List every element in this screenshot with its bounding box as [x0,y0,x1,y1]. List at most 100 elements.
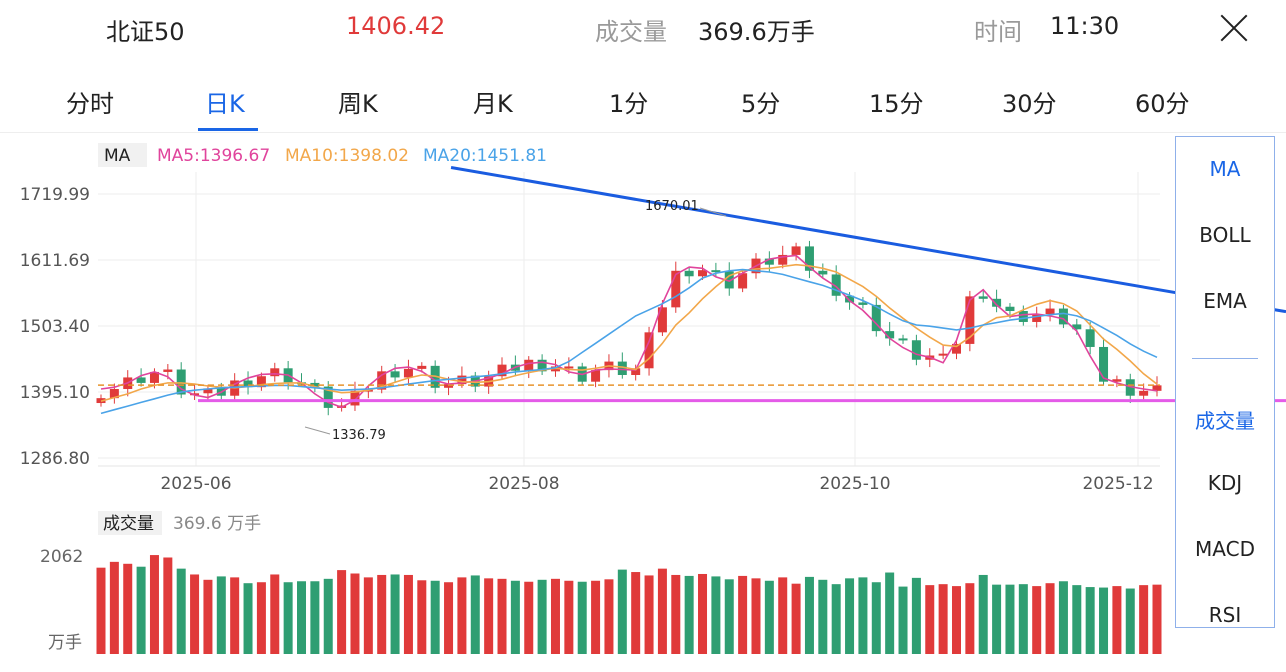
candle-body [109,389,119,399]
candle-body [350,390,360,406]
tab-5min[interactable]: 5分 [741,90,781,118]
candle-body [524,359,534,371]
volume-bar [671,574,681,654]
index-name: 北证50 [106,18,185,46]
volume-legend-label: 成交量 [103,514,154,534]
candle-body [1045,308,1055,315]
volume-bar [885,572,895,654]
candle-body [698,270,708,277]
candle-body [738,273,748,289]
candle-body [444,384,454,388]
volume-bar [698,573,708,654]
volume-bar [1125,588,1135,654]
candle-body [564,366,574,369]
volume-bar [845,578,855,654]
volume-bar [978,574,988,654]
volume-bar [403,574,413,654]
indicator-divider [1192,358,1258,359]
candle-body [845,295,855,303]
tab-monthly-k[interactable]: 月K [473,90,513,118]
volume-legend-badge [98,511,162,535]
candle-body [417,365,427,369]
candle-body [978,296,988,299]
x-tick-label: 2025-12 [1082,474,1153,494]
volume-bar [858,577,868,654]
indicator-volume[interactable]: 成交量 [1195,409,1255,433]
volume-bar [243,583,253,654]
volume-bar [176,568,186,654]
tab-60min[interactable]: 60分 [1135,90,1190,118]
candle-body [617,361,627,375]
volume-bar [297,581,307,654]
ma5-line [100,254,1158,409]
volume-bar [1152,584,1162,654]
x-tick-label: 2025-06 [160,474,231,494]
tab-weekly-k[interactable]: 周K [338,90,378,118]
volume-bar [163,557,173,654]
volume-bar [711,576,721,654]
candle-body [631,368,641,375]
candle-body [457,375,467,385]
volume-bar [96,567,106,654]
volume-bar [804,576,814,654]
tab-30min[interactable]: 30分 [1002,90,1057,118]
indicator-rsi[interactable]: RSI [1208,603,1242,627]
candle-body [885,331,895,339]
volume-bar [524,581,534,654]
ma10-line [100,263,1158,402]
volume-bar [270,574,280,654]
volume-bar [350,573,360,654]
ma-legend-label: MA [104,146,131,166]
candle-body [858,302,868,305]
candle-body [377,371,387,390]
volume-bar [1045,583,1055,654]
candle-body [591,370,601,382]
volume-bar [992,584,1002,654]
candle-body [992,298,1002,307]
volume-bar [1112,586,1122,654]
volume-unit: 万手 [48,633,82,653]
volume-bar [724,579,734,654]
volume-legend-value: 369.6 万手 [173,514,261,534]
volume-bar [1099,587,1109,654]
candle-body [804,246,814,271]
candle-body [270,368,280,377]
volume-bar [631,572,641,654]
candle-body [911,340,921,360]
indicator-macd[interactable]: MACD [1195,537,1255,561]
volume-bar [791,583,801,654]
candle-body [1005,306,1015,312]
volume-bar [283,582,293,654]
volume-bar [470,575,480,654]
volume-bar [1005,584,1015,654]
candle-body [1125,379,1135,396]
tab-fenshi[interactable]: 分时 [66,90,114,118]
indicator-boll[interactable]: BOLL [1199,223,1251,247]
volume-bar [617,569,627,654]
tab-15min[interactable]: 15分 [869,90,924,118]
volume-bar [738,575,748,654]
candle-body [684,270,694,277]
candle-body [671,270,681,308]
high-annotation-leader [699,207,727,217]
volume-bar [323,578,333,654]
volume-bar [497,578,507,654]
volume-bar [764,580,774,654]
index-price: 1406.42 [346,12,446,40]
volume-bar [644,575,654,654]
volume-bar [965,583,975,654]
y-tick-label: 1611.69 [20,251,90,271]
tab-daily-k[interactable]: 日K [205,90,245,118]
volume-bar [911,577,921,654]
volume-bar [390,574,400,654]
resistance-trendline [450,166,1286,314]
volume-bar [657,568,667,654]
candle-body [176,369,186,395]
tab-1min[interactable]: 1分 [609,90,649,118]
indicator-kdj[interactable]: KDJ [1207,471,1243,495]
indicator-ema[interactable]: EMA [1203,289,1247,313]
candle-body [965,296,975,344]
active-tab-indicator [198,128,258,131]
indicator-ma[interactable]: MA [1209,157,1241,181]
